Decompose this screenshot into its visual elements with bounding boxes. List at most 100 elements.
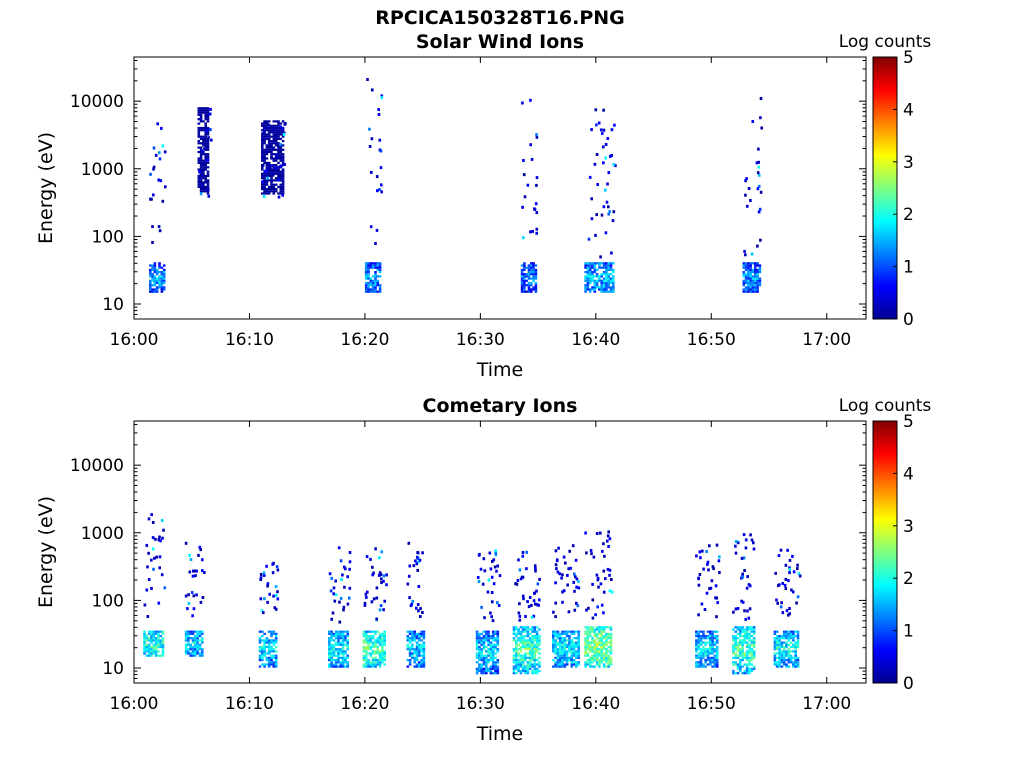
heatmap-cell [732,663,735,666]
heatmap-cell [552,639,555,642]
heatmap-cell [206,131,210,134]
heatmap-cell [332,632,336,635]
heatmap-cell [339,630,343,633]
heatmap-cell [744,268,748,271]
heatmap-cell [584,641,587,644]
heatmap-cell [744,617,747,621]
heatmap-cell [279,153,283,156]
heatmap-cell [711,637,714,640]
heatmap-cell [263,190,266,193]
heatmap-cell [272,643,276,646]
heatmap-cell [422,665,426,668]
heatmap-cell [787,643,791,646]
colorbar-tick-label: 5 [903,48,914,68]
heatmap-cell [369,663,373,666]
heatmap-cell [515,656,518,659]
heatmap-cell [512,626,516,629]
heatmap-cell [593,632,597,635]
heatmap-cell [482,659,486,662]
y-tick-label: 1000 [81,160,124,180]
heatmap-cell [515,663,518,666]
heatmap-cell [756,284,759,287]
heatmap-cell [518,618,522,622]
heatmap-cell [478,639,481,642]
heatmap-cell [369,637,373,640]
heatmap-cell [334,643,338,646]
heatmap-cell [778,656,781,659]
heatmap-cell [779,548,783,552]
heatmap-cell [577,648,580,651]
heatmap-cell [496,635,500,638]
heatmap-cell [381,635,384,638]
heatmap-cell [487,654,490,657]
heatmap-cell [572,663,576,666]
heatmap-cell [554,639,557,642]
x-tick-label: 16:50 [687,694,736,714]
heatmap-cell [274,607,278,611]
heatmap-cell [534,271,538,274]
heatmap-cell [527,271,531,274]
heatmap-cell [732,610,735,614]
heatmap-cell [415,650,419,653]
heatmap-cell [593,648,597,651]
heatmap-cell [739,652,742,655]
heatmap-cell [527,277,531,280]
heatmap-cell [339,652,343,655]
heatmap-cell [204,115,207,119]
heatmap-cell [561,637,564,640]
heatmap-cell [605,279,608,282]
heatmap-cell [270,142,273,145]
heatmap-cell [537,603,540,607]
heatmap-cell [151,275,154,278]
heatmap-cell [600,603,604,607]
heatmap-cell [263,155,266,158]
heatmap-cell [411,632,414,635]
heatmap-cell [411,637,414,640]
heatmap-cell [279,125,282,129]
heatmap-cell [778,661,781,664]
heatmap-cell [149,284,152,287]
heatmap-cell [706,656,710,659]
heatmap-cell [561,661,564,664]
heatmap-cell [515,632,518,635]
heatmap-cell [577,645,580,649]
heatmap-cell [749,290,752,293]
heatmap-cell [796,645,800,649]
heatmap-cell [374,547,377,551]
heatmap-cell [371,661,375,664]
heatmap-cell [595,573,599,577]
heatmap-cell [413,630,416,633]
heatmap-cell [184,652,188,655]
heatmap-cell [147,645,151,649]
heatmap-cell [572,654,576,657]
heatmap-cell [153,279,157,282]
panel-title: Cometary Ions [423,395,578,417]
heatmap-cell [745,630,749,633]
heatmap-cell [754,286,757,289]
heatmap-cell [274,131,278,134]
heatmap-cell [526,663,530,666]
heatmap-cell [277,172,280,175]
heatmap-cell [775,643,779,646]
heatmap-cell [533,645,537,649]
heatmap-cell [281,183,285,186]
heatmap-cell [478,654,481,657]
heatmap-cell [593,279,597,282]
heatmap-cell [702,652,705,655]
heatmap-cell [491,656,495,659]
heatmap-cell [612,288,615,291]
heatmap-cell [330,659,333,662]
heatmap-cell [531,656,534,659]
heatmap-cell [787,579,790,583]
heatmap-cell [190,591,194,594]
heatmap-cell [607,654,610,657]
heatmap-cell [734,635,737,638]
heatmap-cell [480,672,483,675]
heatmap-cell [263,169,267,173]
heatmap-cell [602,648,606,651]
heatmap-cell [381,656,384,659]
heatmap-cell [151,241,154,244]
heatmap-cell [773,663,777,666]
heatmap-cell [341,645,345,649]
heatmap-cell [279,133,283,136]
